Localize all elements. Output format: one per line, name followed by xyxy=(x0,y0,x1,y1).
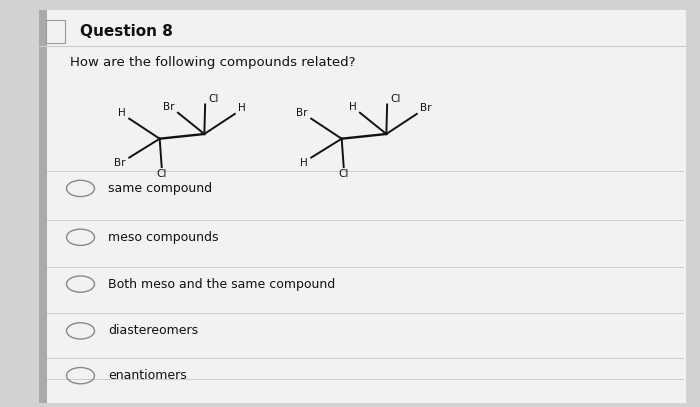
Text: H: H xyxy=(238,103,246,113)
Text: Cl: Cl xyxy=(157,168,167,179)
FancyBboxPatch shape xyxy=(38,10,686,403)
Text: Cl: Cl xyxy=(208,94,218,104)
Text: Question 8: Question 8 xyxy=(80,24,174,39)
Text: H: H xyxy=(118,108,126,118)
Text: Br: Br xyxy=(420,103,432,113)
Text: Cl: Cl xyxy=(390,94,400,104)
Text: Br: Br xyxy=(163,102,174,112)
Text: meso compounds: meso compounds xyxy=(108,231,219,244)
Text: H: H xyxy=(300,158,308,168)
Text: diastereomers: diastereomers xyxy=(108,324,199,337)
Text: H: H xyxy=(349,102,356,112)
Bar xyxy=(38,10,47,403)
Text: enantiomers: enantiomers xyxy=(108,369,188,382)
Text: How are the following compounds related?: How are the following compounds related? xyxy=(70,56,356,69)
FancyBboxPatch shape xyxy=(46,20,65,43)
Text: Cl: Cl xyxy=(339,168,349,179)
Text: Both meso and the same compound: Both meso and the same compound xyxy=(108,278,336,291)
Text: same compound: same compound xyxy=(108,182,213,195)
Text: Br: Br xyxy=(114,158,126,168)
Text: Br: Br xyxy=(296,108,308,118)
